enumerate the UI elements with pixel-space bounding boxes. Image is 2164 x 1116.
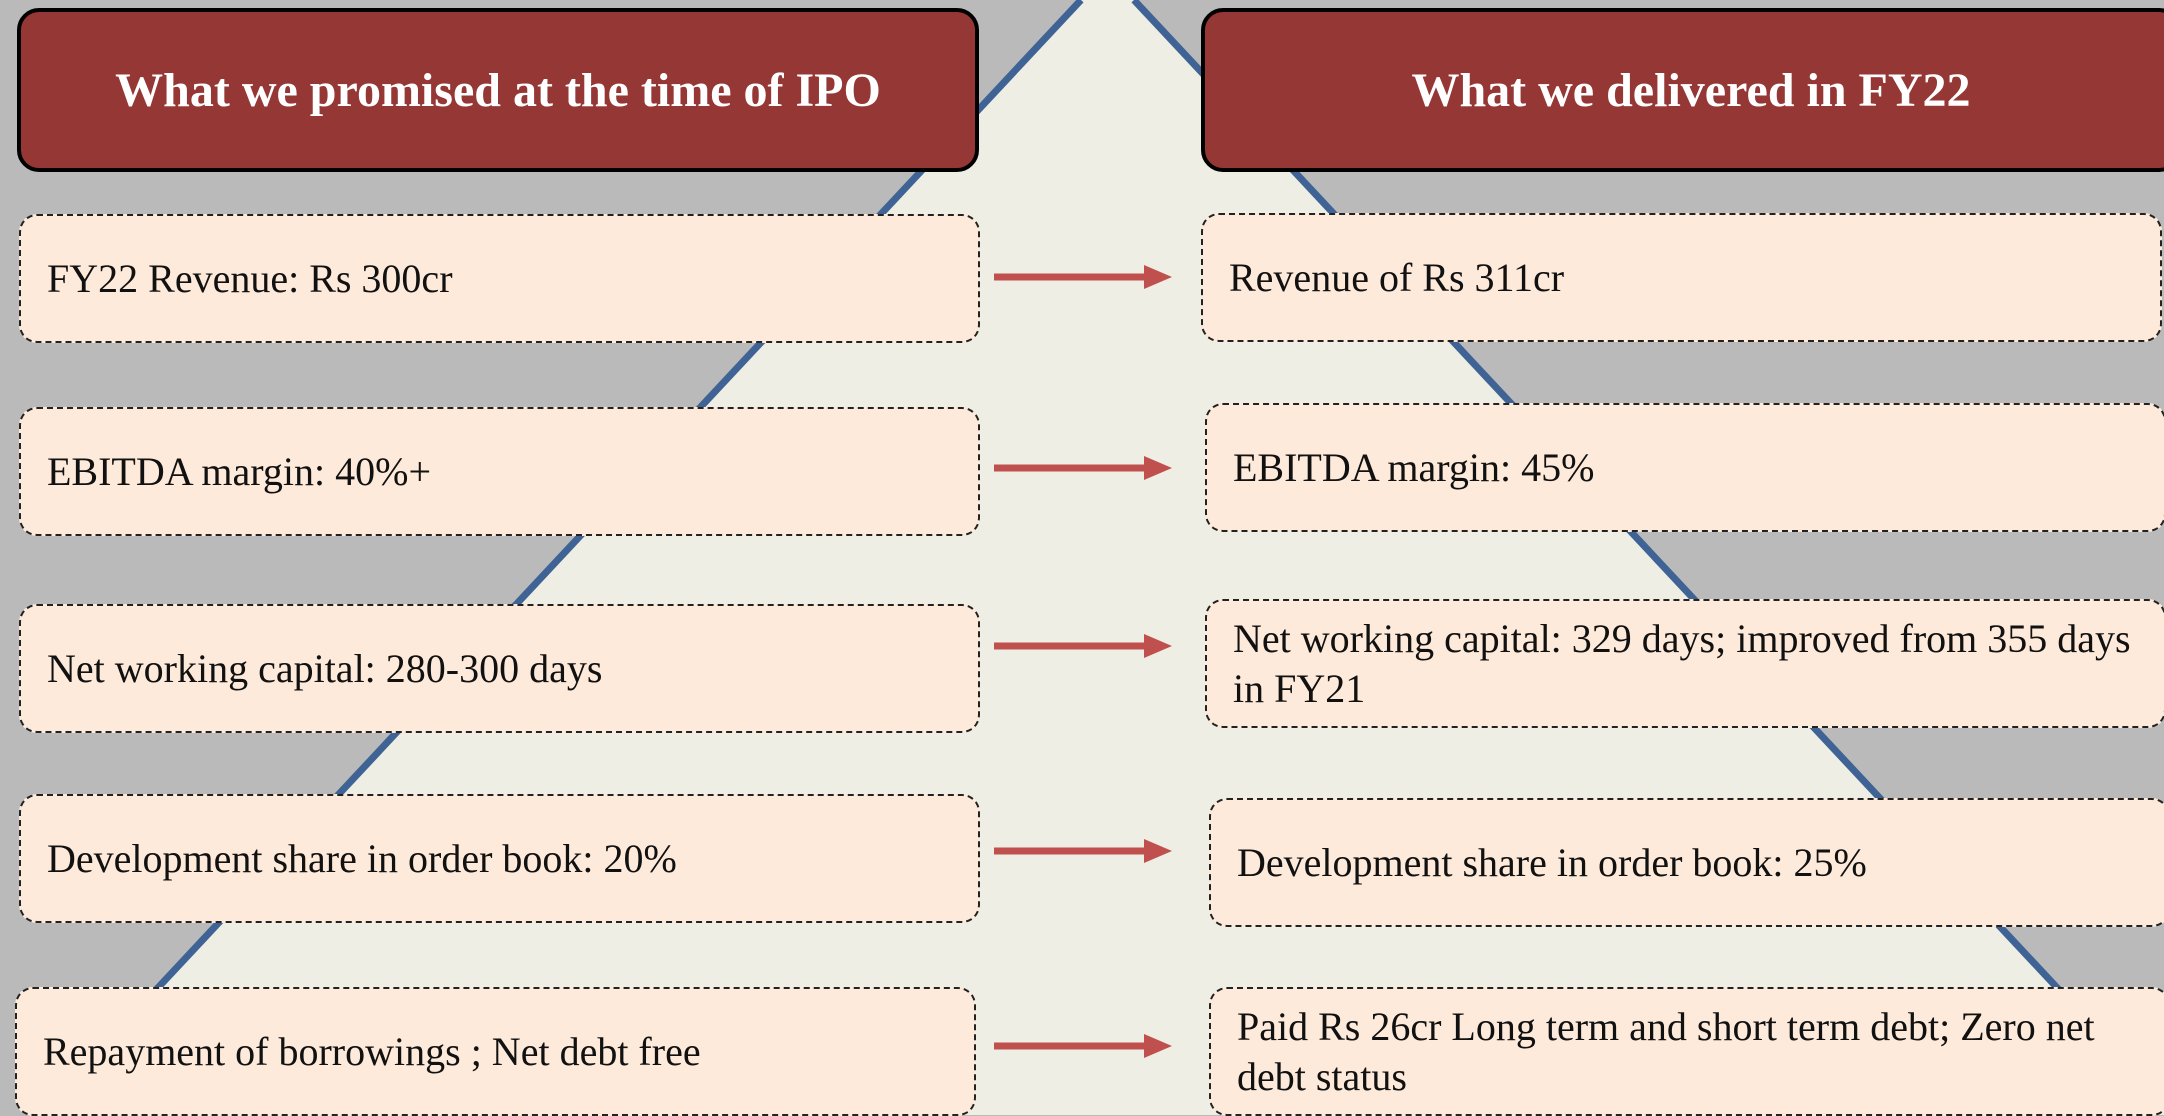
promised: Repayment of borrowings ; Net debt free [15, 987, 976, 1116]
triangle-edge [1131, 0, 2164, 1108]
arrow-head [1144, 839, 1172, 863]
arrow-head [1144, 456, 1172, 480]
promised: Development share in order book: 20% [19, 794, 980, 923]
promised: EBITDA margin: 40%+ [19, 407, 980, 536]
delivered: Development share in order book: 25% [1209, 798, 2164, 927]
delivered: Paid Rs 26cr Long term and short term de… [1209, 987, 2164, 1116]
arrow-head [1144, 634, 1172, 658]
promised: FY22 Revenue: Rs 300cr [19, 214, 980, 343]
delivered: Net working capital: 329 days; improved … [1205, 599, 2164, 728]
triangle-edge [36, 0, 1084, 1115]
delivered: EBITDA margin: 45% [1205, 403, 2164, 532]
arrow-head [1144, 265, 1172, 289]
header-left: What we promised at the time of IPO [17, 8, 979, 172]
arrows [994, 265, 1172, 1058]
promised: Net working capital: 280-300 days [19, 604, 980, 733]
arrow-head [1144, 1034, 1172, 1058]
delivered: Revenue of Rs 311cr [1201, 213, 2162, 342]
header-right: What we delivered in FY22 [1201, 8, 2164, 172]
